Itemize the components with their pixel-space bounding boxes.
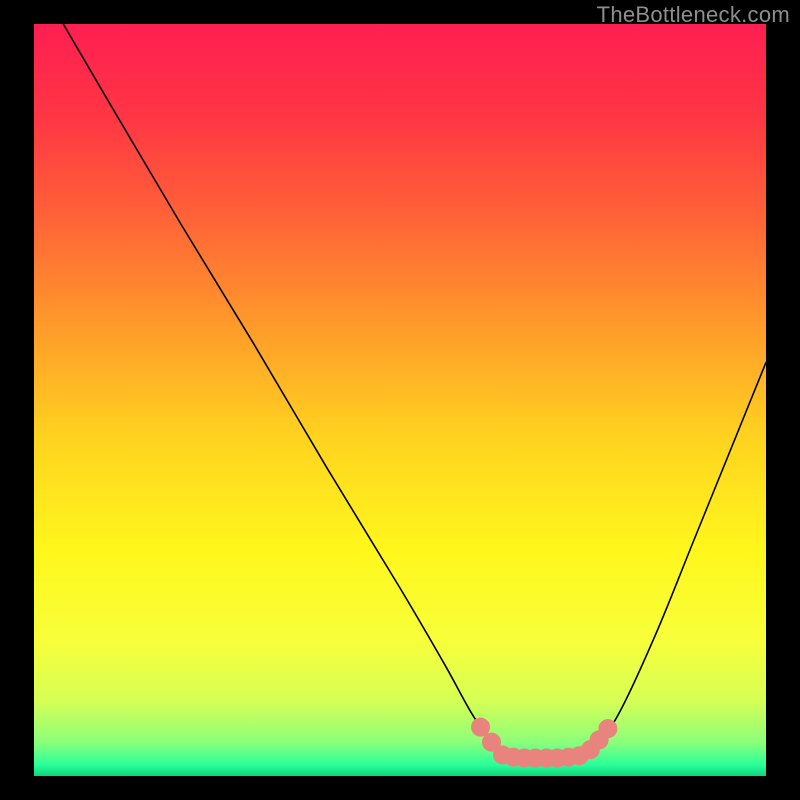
bottom-marker [472, 718, 490, 736]
chart-stage: TheBottleneck.com [0, 0, 800, 800]
bottleneck-chart [0, 0, 800, 800]
bottom-marker [599, 720, 617, 738]
gradient-field [34, 24, 766, 776]
